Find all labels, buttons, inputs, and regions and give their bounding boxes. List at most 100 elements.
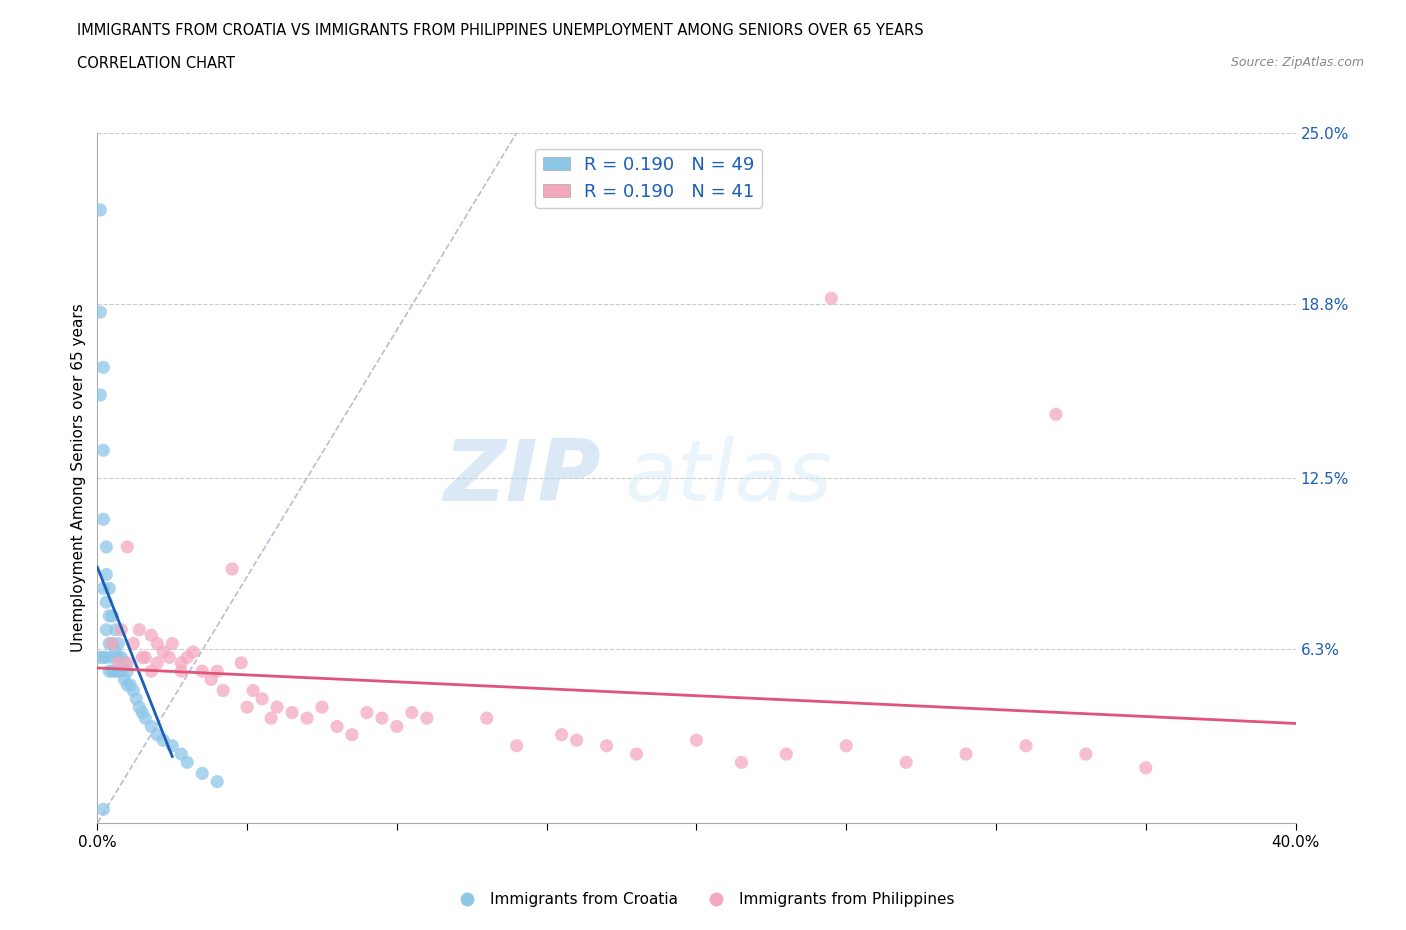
Point (104, 622, 127, 637)
Point (131, 650, 153, 665)
Point (96, 594, 118, 609)
Point (775, 747, 797, 762)
Point (146, 727, 169, 742)
Point (141, 664, 163, 679)
Text: ZIP: ZIP (443, 436, 600, 519)
Point (1135, 761, 1157, 776)
Point (326, 719, 349, 734)
Point (626, 747, 648, 762)
Point (181, 644, 204, 659)
Point (112, 656, 135, 671)
Point (93, 581, 115, 596)
Point (200, 672, 222, 687)
Point (231, 656, 253, 671)
Point (146, 636, 169, 651)
Point (117, 678, 139, 693)
Point (162, 738, 184, 753)
Point (89, 305, 111, 320)
Point (170, 747, 193, 762)
Point (236, 699, 259, 714)
Point (1074, 747, 1097, 762)
Point (242, 683, 264, 698)
Point (595, 738, 617, 753)
Point (98, 608, 121, 623)
Point (98, 636, 121, 651)
Text: IMMIGRANTS FROM CROATIA VS IMMIGRANTS FROM PHILIPPINES UNEMPLOYMENT AMONG SENIOR: IMMIGRANTS FROM CROATIA VS IMMIGRANTS FR… (77, 23, 924, 38)
Point (110, 664, 132, 679)
Point (93, 650, 115, 665)
Point (93, 360, 115, 375)
Point (281, 705, 304, 720)
Point (96, 622, 118, 637)
Point (98, 581, 121, 596)
Point (371, 711, 394, 725)
Point (152, 733, 174, 748)
Point (134, 711, 156, 725)
Point (221, 562, 243, 577)
Point (146, 656, 169, 671)
Legend: Immigrants from Croatia, Immigrants from Philippines: Immigrants from Croatia, Immigrants from… (446, 886, 960, 913)
Point (152, 644, 174, 659)
Point (835, 738, 858, 753)
Point (401, 705, 423, 720)
Point (141, 719, 163, 734)
Text: atlas: atlas (624, 436, 832, 519)
Point (125, 691, 148, 706)
Point (170, 664, 193, 679)
Point (117, 656, 139, 671)
Point (117, 539, 139, 554)
Point (955, 747, 977, 762)
Point (176, 755, 198, 770)
Point (685, 733, 707, 748)
Point (212, 683, 235, 698)
Point (131, 705, 153, 720)
Point (191, 766, 214, 781)
Point (820, 291, 842, 306)
Point (260, 711, 283, 725)
Point (191, 664, 214, 679)
Point (120, 678, 142, 693)
Point (475, 711, 498, 725)
Point (101, 650, 124, 665)
Legend: R = 0.190   N = 49, R = 0.190   N = 41: R = 0.190 N = 49, R = 0.190 N = 41 (536, 149, 762, 208)
Y-axis label: Unemployment Among Seniors over 65 years: Unemployment Among Seniors over 65 years (72, 303, 86, 652)
Point (122, 683, 145, 698)
Point (250, 691, 273, 706)
Point (170, 656, 193, 671)
Point (134, 650, 156, 665)
Point (506, 738, 529, 753)
Point (1045, 407, 1067, 422)
Point (128, 699, 150, 714)
Point (385, 719, 408, 734)
Point (110, 650, 132, 665)
Point (107, 656, 129, 671)
Point (93, 443, 115, 458)
Point (176, 650, 198, 665)
Point (162, 636, 184, 651)
Text: Source: ZipAtlas.com: Source: ZipAtlas.com (1230, 56, 1364, 69)
Point (1015, 738, 1038, 753)
Point (104, 644, 127, 659)
Point (112, 672, 135, 687)
Point (128, 622, 150, 637)
Point (89, 650, 111, 665)
Point (107, 664, 129, 679)
Point (89, 388, 111, 403)
Point (101, 636, 124, 651)
Point (205, 774, 228, 789)
Point (122, 636, 145, 651)
Point (295, 711, 318, 725)
Point (157, 650, 180, 665)
Point (101, 636, 124, 651)
Point (110, 622, 132, 637)
Point (550, 727, 572, 742)
Point (89, 203, 111, 218)
Point (311, 699, 333, 714)
Point (141, 628, 163, 643)
Point (96, 650, 118, 665)
Point (340, 727, 363, 742)
Point (107, 650, 129, 665)
Point (730, 755, 752, 770)
Point (117, 664, 139, 679)
Point (565, 733, 588, 748)
